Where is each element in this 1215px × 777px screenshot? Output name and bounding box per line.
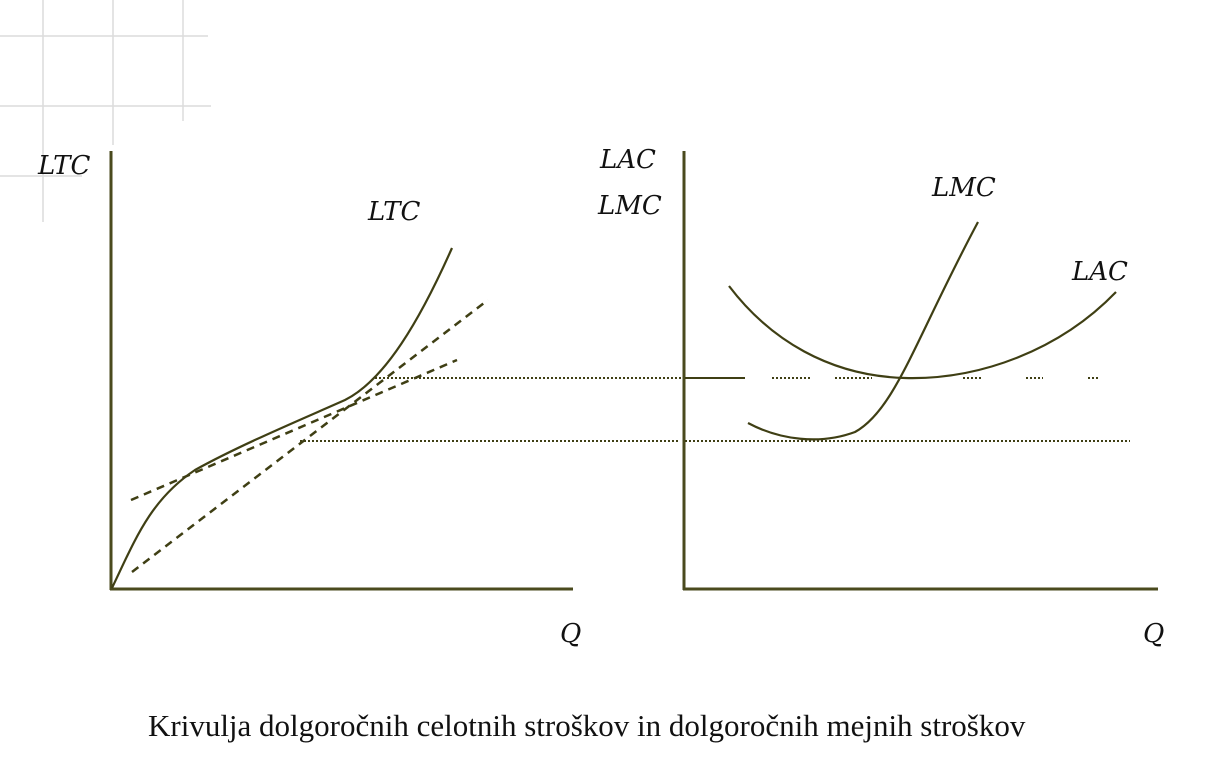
right-x-axis-label: Q (1143, 619, 1164, 649)
ltc-curve (111, 247, 454, 589)
right-y-axis-label-lmc: LMC (597, 191, 662, 221)
left-y-axis-label: LTC (37, 151, 90, 181)
background-grid (0, 0, 211, 222)
lmc-curve (747, 221, 979, 441)
lac-curve-label: LAC (1071, 257, 1128, 287)
lac-curve (728, 285, 1117, 380)
lmc-curve-label: LMC (931, 173, 996, 203)
figure-caption: Krivulja dolgoročnih celotnih stroškov i… (148, 708, 1026, 743)
ray-from-origin (131, 299, 489, 573)
left-chart: LTC LTC Q (37, 151, 745, 649)
tangent-line (130, 358, 458, 502)
left-x-axis-label: Q (560, 619, 581, 649)
right-y-axis-label-lac: LAC (599, 145, 656, 175)
ltc-curve-label: LTC (367, 197, 420, 227)
right-chart: LAC LMC LMC LAC Q (597, 145, 1164, 649)
